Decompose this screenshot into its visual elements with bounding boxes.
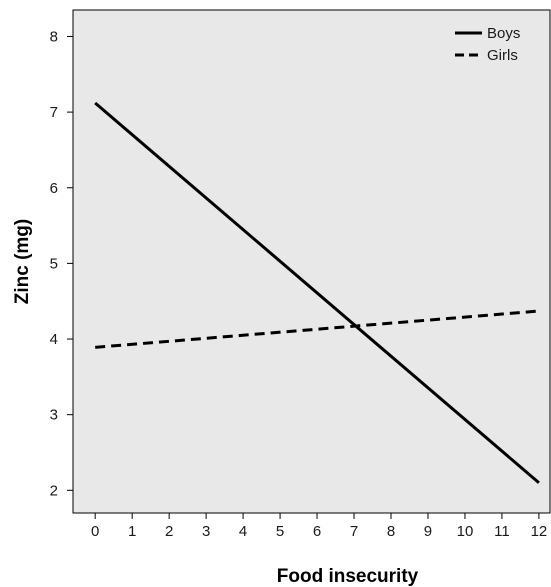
y-axis-title: Zinc (mg) [12,219,33,305]
x-axis-title: Food insecurity [277,566,419,587]
x-tick-label: 8 [387,523,395,540]
y-tick-label: 4 [50,331,58,348]
x-tick-label: 12 [531,523,548,540]
x-tick-label: 9 [424,523,432,540]
x-tick-label: 2 [165,523,173,540]
x-tick-label: 4 [239,523,247,540]
legend-label-girls: Girls [487,47,518,64]
series-lines [94,101,540,484]
x-tick-label: 0 [91,523,99,540]
x-tick-label: 7 [350,523,358,540]
x-tick-label: 6 [313,523,321,540]
series-line-boys [94,101,540,484]
y-tick-label: 3 [50,407,58,424]
series-line-girls [95,309,540,349]
y-tick-label: 7 [50,104,58,121]
plot-area [72,9,551,514]
x-tick-label: 1 [128,523,136,540]
y-tick-label: 8 [50,28,58,45]
y-tick-label: 5 [50,255,58,272]
x-tick-label: 3 [202,523,210,540]
legend-label-boys: Boys [487,25,520,42]
y-tick-label: 6 [50,180,58,197]
x-tick-label: 10 [457,523,474,540]
x-tick-label: 5 [276,523,284,540]
y-tick-label: 2 [50,482,58,499]
x-tick-label: 11 [494,523,510,540]
legend: Boys Girls [455,25,520,64]
